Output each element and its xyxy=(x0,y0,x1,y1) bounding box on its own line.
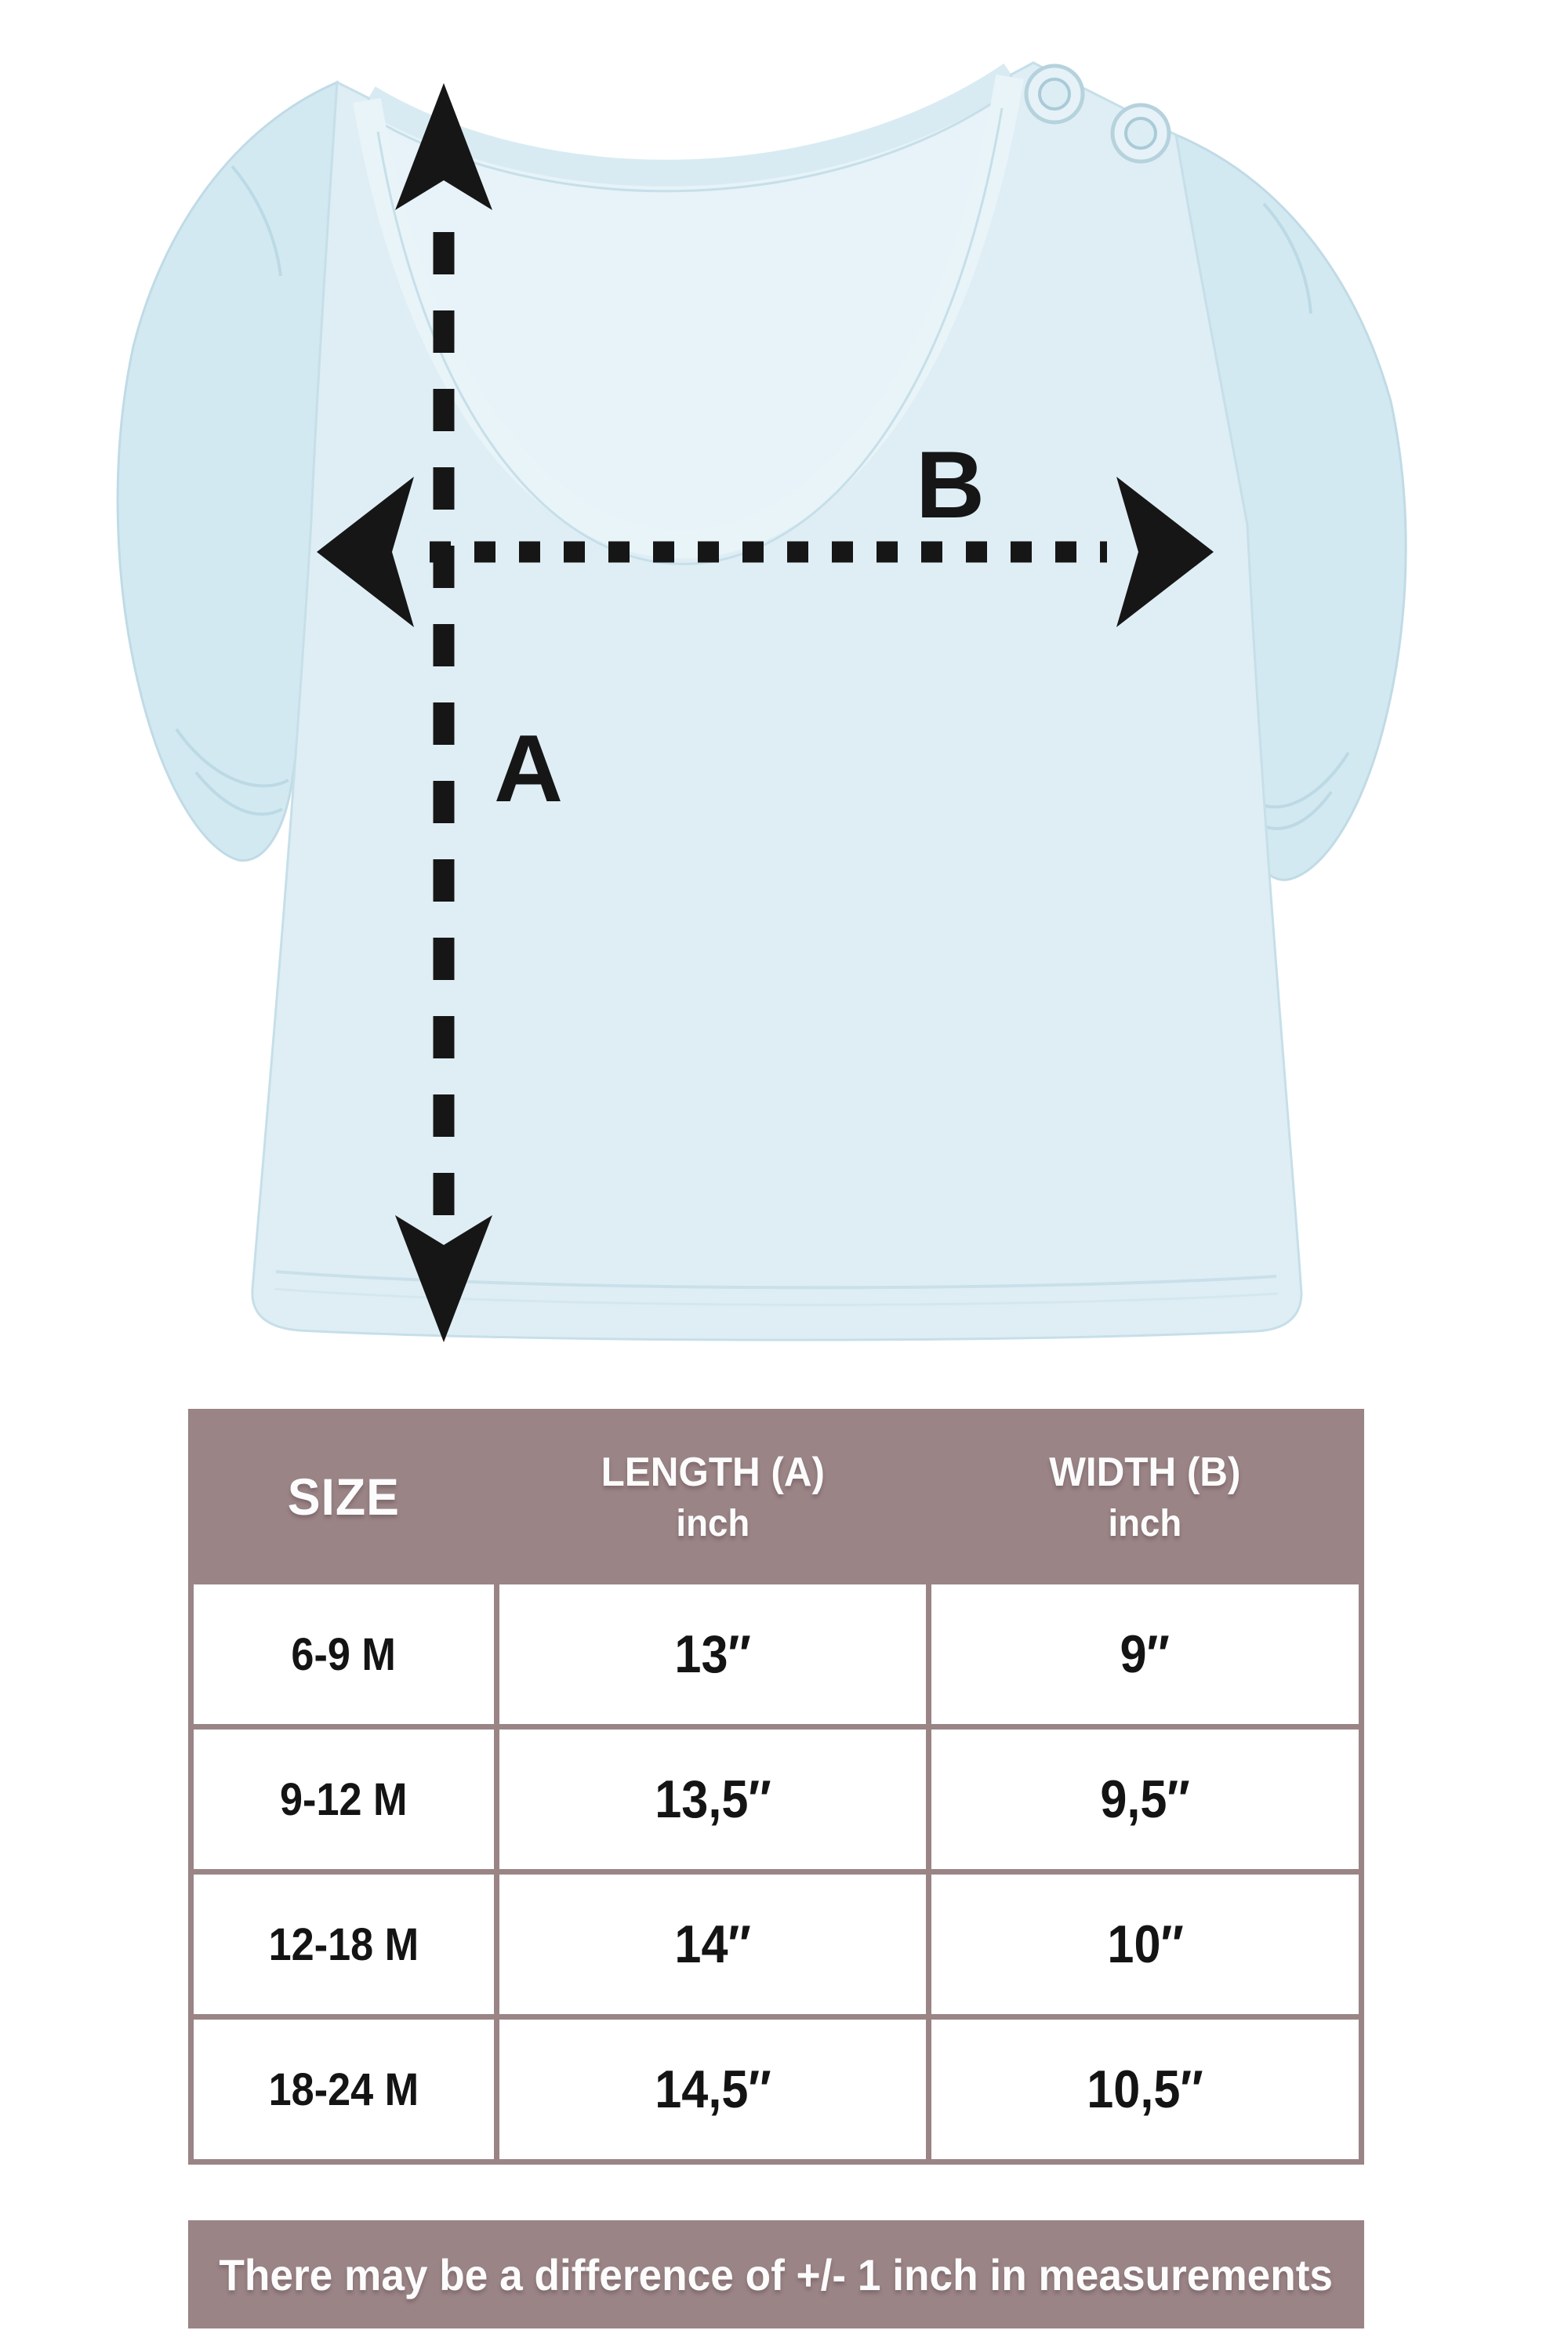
arrowhead-right-icon xyxy=(1116,477,1214,627)
width-arrow xyxy=(317,477,1214,627)
snap-buttons xyxy=(1024,64,1171,164)
width-cell: 9″ xyxy=(931,1584,1359,1724)
size-table-section: SIZE LENGTH (A) inch WIDTH (B) inch 6-9 … xyxy=(188,1409,1364,2165)
table-row: 6-9 M 13″ 9″ xyxy=(194,1584,1359,1724)
length-value: 13,5″ xyxy=(654,1769,771,1829)
width-label: B xyxy=(916,431,985,538)
size-cell: 9-12 M xyxy=(194,1730,494,1869)
sleeve-gathers xyxy=(175,165,1350,830)
size-value: 6-9 M xyxy=(291,1628,397,1680)
width-value: 9,5″ xyxy=(1100,1769,1190,1829)
snap-button-icon xyxy=(1038,78,1071,111)
neckline-stitch xyxy=(376,107,1004,565)
measurement-disclaimer: There may be a difference of +/- 1 inch … xyxy=(188,2220,1364,2328)
arrowhead-left-icon xyxy=(317,477,414,627)
col-header-length-unit: inch xyxy=(676,1503,750,1544)
length-value: 13″ xyxy=(674,1624,751,1684)
length-value: 14,5″ xyxy=(654,2060,771,2119)
width-value: 10,5″ xyxy=(1087,2060,1203,2119)
length-cell: 14,5″ xyxy=(499,2020,927,2159)
snap-button-icon xyxy=(1124,117,1157,150)
shirt xyxy=(116,61,1407,1341)
length-value: 14″ xyxy=(674,1915,751,1974)
size-cell: 18-24 M xyxy=(194,2020,494,2159)
col-header-width-unit: inch xyxy=(1108,1503,1182,1544)
disclaimer-text: There may be a difference of +/- 1 inch … xyxy=(219,2249,1334,2299)
col-header-length-label: LENGTH (A) xyxy=(601,1450,825,1495)
arrowhead-down-icon xyxy=(395,1215,492,1342)
hem-stitch xyxy=(274,1270,1279,1306)
table-row: 9-12 M 13,5″ 9,5″ xyxy=(194,1730,1359,1869)
size-value: 12-18 M xyxy=(268,1918,419,1970)
table-row: 18-24 M 14,5″ 10,5″ xyxy=(194,2020,1359,2159)
arrowhead-up-icon xyxy=(395,83,492,210)
col-header-length: LENGTH (A) inch xyxy=(499,1414,927,1579)
width-cell: 10″ xyxy=(931,1875,1359,2014)
header-row: SIZE LENGTH (A) inch WIDTH (B) inch xyxy=(194,1414,1359,1579)
col-header-size-label: SIZE xyxy=(287,1468,400,1526)
baby-tshirt-illustration: A B xyxy=(116,61,1407,1342)
width-value: 10″ xyxy=(1106,1915,1184,1974)
col-header-size: SIZE xyxy=(194,1414,494,1579)
width-value: 9″ xyxy=(1120,1624,1171,1684)
size-cell: 12-18 M xyxy=(194,1875,494,2014)
width-cell: 9,5″ xyxy=(931,1730,1359,1869)
size-value: 18-24 M xyxy=(268,2063,419,2115)
col-header-width: WIDTH (B) inch xyxy=(931,1414,1359,1579)
table-row: 12-18 M 14″ 10″ xyxy=(194,1875,1359,2014)
col-header-width-label: WIDTH (B) xyxy=(1049,1450,1241,1495)
length-cell: 14″ xyxy=(499,1875,927,2014)
shirt-back-panel xyxy=(368,74,1011,546)
width-cell: 10,5″ xyxy=(931,2020,1359,2159)
size-value: 9-12 M xyxy=(280,1773,408,1825)
length-arrow xyxy=(395,83,492,1342)
length-cell: 13,5″ xyxy=(499,1730,927,1869)
size-table: SIZE LENGTH (A) inch WIDTH (B) inch 6-9 … xyxy=(188,1409,1364,2165)
length-label: A xyxy=(494,715,563,822)
size-cell: 6-9 M xyxy=(194,1584,494,1724)
length-cell: 13″ xyxy=(499,1584,927,1724)
